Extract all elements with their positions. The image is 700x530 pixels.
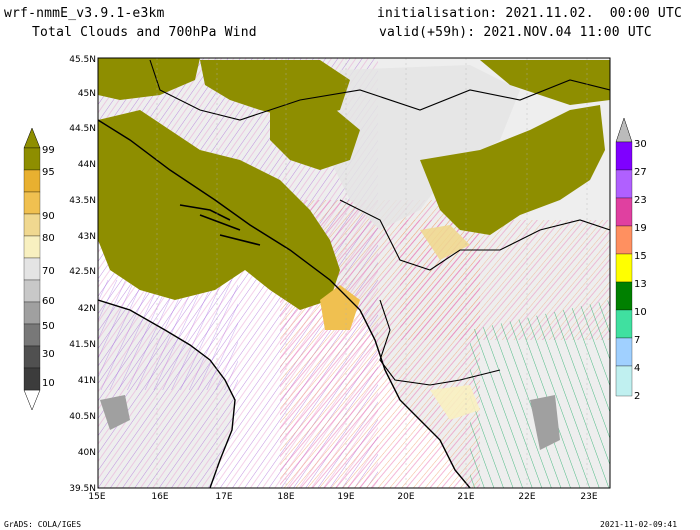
border-line-3 (379, 299, 501, 386)
border-line-1 (149, 59, 610, 121)
lon-tick: 18E (277, 492, 294, 502)
cloud-colorbar: 99 95 90 80 70 60 50 30 10 (23, 127, 55, 411)
wind-bar-seg (615, 169, 633, 199)
lat-tick: 42N (78, 304, 96, 314)
cloud-edge-orange (320, 285, 360, 330)
cloud-bar-seg (23, 257, 41, 281)
lat-tick: 41N (78, 376, 96, 386)
cloud-bar-seg (23, 367, 41, 391)
wind-bar-label: 4 (634, 363, 640, 374)
wind-bar-label: 30 (634, 139, 647, 150)
cloud-bar-label: 70 (42, 266, 55, 277)
wind-bar-label: 19 (634, 223, 647, 234)
lon-tick: 23E (580, 492, 597, 502)
coastline-italy (98, 299, 236, 488)
cloud-grey-south (100, 395, 130, 430)
cloud-bar-label: 50 (42, 321, 55, 332)
cloud-bar-seg (23, 345, 41, 369)
wind-bar-label: 7 (634, 335, 640, 346)
wind-bar-seg (615, 337, 633, 367)
wind-colorbar-top-arrow (615, 117, 633, 143)
lat-tick: 43.5N (69, 196, 96, 206)
cloud-bar-seg (23, 323, 41, 347)
wind-bar-label: 10 (634, 307, 647, 318)
cloud-bar-label: 60 (42, 296, 55, 307)
cloud-yellow-patch (430, 385, 480, 420)
wind-bar-label: 23 (634, 195, 647, 206)
render-timestamp: 2021-11-02-09:41 (600, 520, 678, 529)
wind-bar-label: 15 (634, 251, 647, 262)
valid-time: valid(+59h): 2021.NOV.04 11:00 UTC (379, 25, 652, 40)
wind-bar-seg (615, 253, 633, 283)
cloud-bar-seg (23, 213, 41, 237)
cloud-olive-nw (98, 58, 200, 100)
cloud-bar-label: 90 (42, 211, 55, 222)
model-title: wrf-nmmE_v3.9.1-e3km (4, 6, 165, 21)
wind-bar-seg (615, 281, 633, 311)
wind-bar-seg (615, 225, 633, 255)
coastline-adriatic (98, 119, 471, 488)
wind-field-violet (98, 280, 238, 390)
lon-tick: 15E (88, 492, 105, 502)
lat-tick: 44.5N (69, 124, 96, 134)
lat-tick: 43N (78, 232, 96, 242)
cloud-bar-label: 30 (42, 349, 55, 360)
cloud-colorbar-top-arrow (23, 127, 41, 149)
islands (179, 204, 261, 246)
lat-tick: 40N (78, 448, 96, 458)
lon-tick: 20E (397, 492, 414, 502)
cloud-grey-islands (530, 395, 560, 450)
wind-bar-seg (615, 365, 633, 397)
cloud-bar-label: 80 (42, 233, 55, 244)
wind-colorbar: 30 27 23 19 15 13 10 7 4 2 (615, 117, 647, 402)
cloud-olive-east (420, 105, 605, 235)
lat-tick: 39.5N (69, 484, 96, 494)
cloud-olive-north (200, 60, 350, 120)
lon-tick: 22E (518, 492, 535, 502)
cloud-bar-label: 95 (42, 167, 55, 178)
wind-bar-seg (615, 141, 633, 171)
lat-tick: 40.5N (69, 412, 96, 422)
wind-field-green (470, 300, 610, 488)
cloud-bar-label: 10 (42, 378, 55, 389)
wind-bar-label: 13 (634, 279, 647, 290)
cloud-bar-seg (23, 279, 41, 303)
lon-tick: 17E (215, 492, 232, 502)
lon-tick: 16E (151, 492, 168, 502)
field-title: Total Clouds and 700hPa Wind (32, 25, 257, 40)
lat-tick: 41.5N (69, 340, 96, 350)
grads-credit: GrADS: COLA/IGES (4, 520, 82, 529)
cloud-bar-label: 99 (42, 145, 55, 156)
cloud-olive-west (98, 110, 340, 310)
lat-axis: 45.5N 45N 44.5N 44N 43.5N 43N 42.5N 42N … (69, 55, 96, 494)
wind-bar-seg (615, 309, 633, 339)
cloud-olive-center (270, 105, 360, 170)
init-time: initialisation: 2021.11.02. 00:00 UTC (377, 6, 683, 21)
map-frame (97, 57, 611, 489)
lon-axis: 15E 16E 17E 18E 19E 20E 21E 22E 23E (88, 492, 597, 502)
wind-bar-seg (615, 197, 633, 227)
cloud-colorbar-bottom-arrow (23, 389, 41, 411)
wind-bar-label: 2 (634, 391, 640, 402)
cloud-grey-band (320, 65, 520, 230)
graticule (156, 58, 588, 488)
lon-tick: 19E (337, 492, 354, 502)
wind-bar-label: 27 (634, 167, 647, 178)
map-area (98, 58, 610, 488)
cloud-bar-seg (23, 235, 41, 259)
lat-tick: 42.5N (69, 267, 96, 277)
cloud-olive-ne (480, 60, 610, 105)
lat-tick: 45N (78, 89, 96, 99)
lat-tick: 45.5N (69, 55, 96, 65)
cloud-bar-seg (23, 169, 41, 193)
cloud-bar-seg (23, 301, 41, 325)
cloud-bar-seg (23, 147, 41, 171)
lon-tick: 21E (457, 492, 474, 502)
border-line-2 (339, 199, 610, 271)
lat-tick: 44N (78, 160, 96, 170)
cloud-bar-seg (23, 191, 41, 215)
